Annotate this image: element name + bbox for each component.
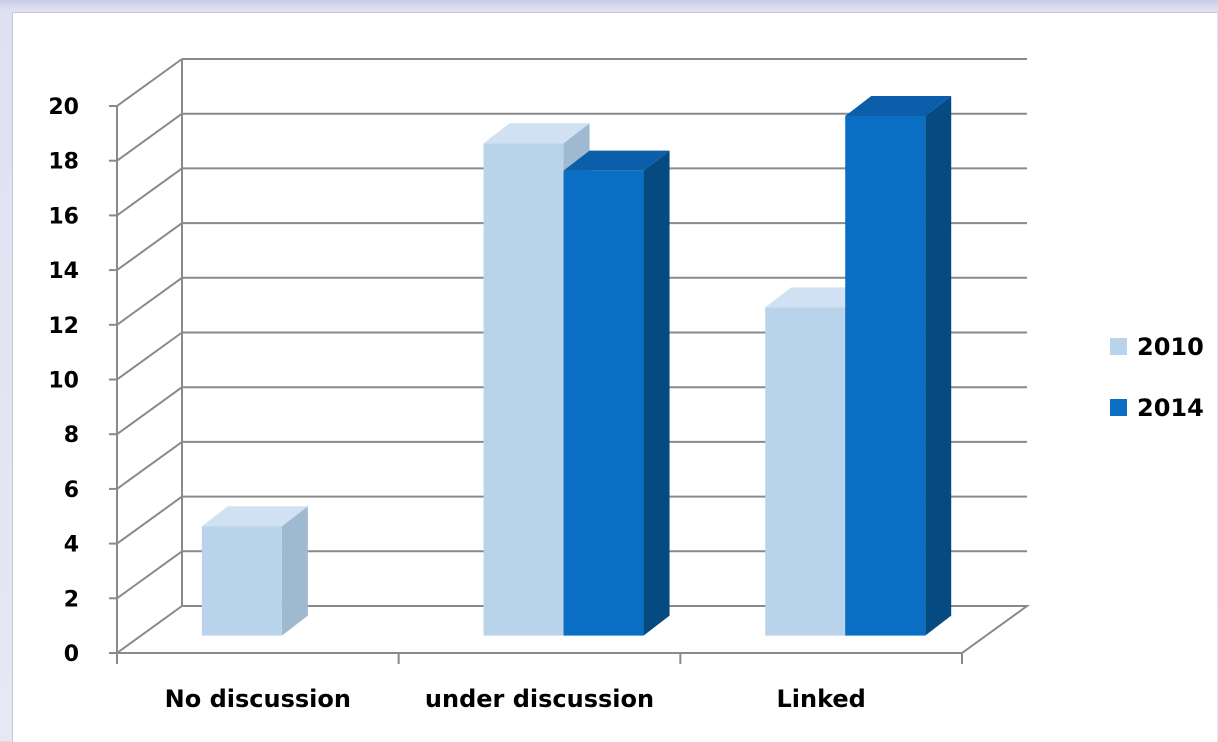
x-category-label: No discussion — [165, 685, 351, 713]
gridline-side — [116, 222, 183, 271]
y-tick-label: 0 — [64, 642, 79, 667]
bar-side — [643, 150, 670, 636]
bar-top — [845, 95, 952, 116]
gridline-side — [116, 550, 183, 600]
y-tick-label: 2 — [64, 587, 79, 612]
bar-front — [845, 115, 926, 636]
y-tick-label: 8 — [64, 423, 79, 448]
bar-top — [765, 287, 872, 308]
bar — [563, 150, 670, 636]
bar-top — [563, 150, 670, 171]
gridline-side — [116, 495, 183, 545]
legend-swatch — [1110, 338, 1127, 355]
gridline-side — [116, 441, 183, 490]
gridline-side — [116, 112, 183, 162]
y-tick-label: 12 — [48, 314, 79, 339]
gridline-side — [116, 167, 183, 217]
x-category-labels: No discussion under discussion Linked — [165, 685, 866, 713]
y-tick-label: 4 — [64, 533, 79, 558]
gridline-side — [116, 386, 183, 436]
y-tick-label: 20 — [48, 95, 79, 120]
bar-front — [563, 170, 644, 636]
bar-side — [281, 506, 308, 636]
gridline-side — [116, 331, 183, 381]
bar-front — [483, 143, 564, 636]
x-category-label: under discussion — [425, 685, 654, 713]
legend-label: 2014 — [1137, 394, 1204, 422]
legend-swatch — [1110, 399, 1127, 416]
y-tick-label: 10 — [48, 369, 79, 394]
x-category-label: Linked — [776, 685, 865, 713]
bar — [845, 95, 952, 636]
bar-side — [925, 95, 952, 636]
gridline-side — [116, 58, 183, 107]
bars — [201, 95, 952, 636]
legend-label: 2010 — [1137, 333, 1204, 361]
y-tick-label: 6 — [64, 478, 79, 503]
y-tick-label: 14 — [48, 259, 79, 284]
bar-top — [483, 123, 590, 144]
axes — [109, 105, 963, 664]
bar-top — [201, 506, 308, 527]
y-tick-label: 18 — [48, 150, 79, 175]
gridline-side — [116, 276, 183, 326]
bar — [201, 506, 308, 636]
legend: 2010 2014 — [1110, 333, 1204, 422]
bar-front — [765, 307, 846, 636]
y-tick-label: 16 — [48, 204, 79, 229]
y-tick-labels: 0 2 4 6 8 10 12 14 16 18 20 — [48, 95, 79, 667]
bar-front — [201, 526, 282, 636]
